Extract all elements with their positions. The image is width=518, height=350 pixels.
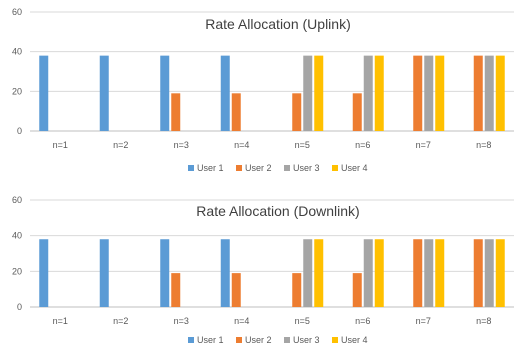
legend-label: User 4 <box>341 335 368 345</box>
legend-swatch <box>284 165 290 171</box>
bar-user-1-n3 <box>160 55 170 132</box>
x-tick-label: n=4 <box>234 316 249 326</box>
bar-user-1-n2 <box>99 239 109 307</box>
y-tick-label: 60 <box>12 7 22 17</box>
x-tick-label: n=4 <box>234 140 249 150</box>
bar-user-4-n7 <box>435 55 445 132</box>
x-tick-label: n=1 <box>53 316 68 326</box>
bar-user-2-n3 <box>171 273 181 307</box>
bar-user-1-n1 <box>39 55 49 132</box>
y-tick-label: 40 <box>12 231 22 241</box>
bar-user-3-n6 <box>363 239 373 307</box>
bar-user-3-n8 <box>484 55 494 132</box>
bar-user-1-n4 <box>220 55 230 132</box>
bar-user-2-n7 <box>413 55 423 132</box>
legend-swatch <box>236 165 242 171</box>
legend-label: User 4 <box>341 163 368 173</box>
chart-panel-1: 0 20 40 60 Rate Allocation (Uplink) n=1 n=2 n=3… <box>12 7 514 173</box>
y-tick-label: 20 <box>12 266 22 276</box>
x-tick-label: n=6 <box>355 316 370 326</box>
x-tick-label: n=6 <box>355 140 370 150</box>
x-tick-label: n=7 <box>416 316 431 326</box>
bar-user-1-n2 <box>99 55 109 132</box>
bar-user-1-n1 <box>39 239 49 307</box>
bar-user-2-n3 <box>171 93 181 131</box>
legend-label: User 1 <box>197 335 224 345</box>
chart-title: Rate Allocation (Uplink) <box>205 16 351 32</box>
x-tick-label: n=7 <box>416 140 431 150</box>
bar-user-2-n8 <box>473 55 483 132</box>
legend-label: User 2 <box>245 335 272 345</box>
bar-user-4-n6 <box>374 55 384 132</box>
y-tick-label: 20 <box>12 86 22 96</box>
y-tick-label: 0 <box>17 302 22 312</box>
bar-user-2-n4 <box>231 93 241 131</box>
bar-user-3-n7 <box>424 239 434 307</box>
legend-swatch <box>332 165 338 171</box>
bar-user-3-n6 <box>363 55 373 132</box>
x-tick-label: n=3 <box>174 316 189 326</box>
bar-user-3-n5 <box>303 55 313 132</box>
bar-user-2-n6 <box>352 273 362 307</box>
bar-user-1-n3 <box>160 239 170 307</box>
legend-label: User 3 <box>293 163 320 173</box>
x-tick-label: n=8 <box>476 140 491 150</box>
bar-user-2-n6 <box>352 93 362 131</box>
y-tick-label: 40 <box>12 47 22 57</box>
bar-user-4-n8 <box>495 55 505 132</box>
chart-panel-2: 0 20 40 60 Rate Allocation (Downlink) n=1 n=2 n… <box>12 195 514 345</box>
legend-label: User 1 <box>197 163 224 173</box>
legend-swatch <box>188 337 194 343</box>
bar-user-3-n5 <box>303 239 313 307</box>
x-tick-label: n=8 <box>476 316 491 326</box>
x-tick-label: n=2 <box>113 140 128 150</box>
legend-swatch <box>332 337 338 343</box>
bar-user-4-n8 <box>495 239 505 307</box>
bar-user-4-n6 <box>374 239 384 307</box>
legend-swatch <box>188 165 194 171</box>
y-tick-label: 60 <box>12 195 22 205</box>
bar-user-2-n4 <box>231 273 241 307</box>
bar-user-4-n5 <box>314 55 324 132</box>
legend-label: User 3 <box>293 335 320 345</box>
bar-user-4-n7 <box>435 239 445 307</box>
bar-user-3-n7 <box>424 55 434 132</box>
x-tick-label: n=5 <box>295 140 310 150</box>
bar-user-2-n7 <box>413 239 423 307</box>
bar-user-2-n8 <box>473 239 483 307</box>
chart-title: Rate Allocation (Downlink) <box>196 203 359 219</box>
x-tick-label: n=2 <box>113 316 128 326</box>
legend-swatch <box>236 337 242 343</box>
x-tick-label: n=1 <box>53 140 68 150</box>
legend-swatch <box>284 337 290 343</box>
bar-user-3-n8 <box>484 239 494 307</box>
legend-label: User 2 <box>245 163 272 173</box>
bar-user-2-n5 <box>292 93 302 131</box>
y-tick-label: 0 <box>17 126 22 136</box>
bar-user-2-n5 <box>292 273 302 307</box>
x-tick-label: n=3 <box>174 140 189 150</box>
bar-user-4-n5 <box>314 239 324 307</box>
bar-user-1-n4 <box>220 239 230 307</box>
x-tick-label: n=5 <box>295 316 310 326</box>
